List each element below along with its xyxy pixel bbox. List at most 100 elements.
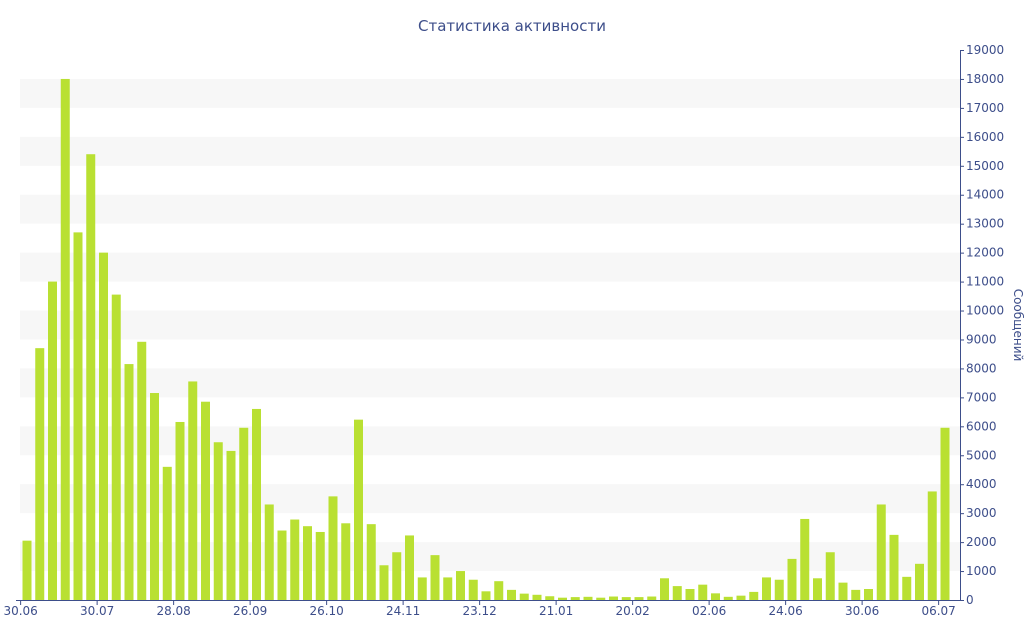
bar[interactable]	[800, 518, 810, 600]
bar[interactable]	[277, 530, 287, 600]
bar[interactable]	[252, 408, 261, 600]
x-axis-ticks: 30.06 30.07 28.08 26.09 26.10 24.11 23.12 21.01…	[3, 600, 956, 618]
y-tick-label: 15000	[966, 159, 1004, 173]
bar[interactable]	[915, 563, 924, 600]
bar[interactable]	[201, 401, 210, 600]
bar[interactable]	[864, 589, 873, 600]
bar[interactable]	[940, 427, 950, 600]
y-tick-label: 12000	[966, 246, 1004, 260]
y-tick-label: 5000	[966, 448, 997, 462]
bar[interactable]	[73, 232, 83, 601]
bar[interactable]	[328, 496, 338, 600]
bar[interactable]	[507, 589, 516, 600]
bar[interactable]	[48, 281, 57, 600]
bar[interactable]	[596, 597, 606, 600]
x-tick-label: 21.01	[539, 604, 573, 618]
bar[interactable]	[660, 578, 669, 600]
bar[interactable]	[86, 154, 96, 601]
bar[interactable]	[468, 579, 478, 600]
bar[interactable]	[99, 252, 108, 600]
bar[interactable]	[456, 571, 465, 600]
bar[interactable]	[889, 534, 899, 600]
bar[interactable]	[570, 597, 580, 600]
bar[interactable]	[124, 364, 134, 600]
bar[interactable]	[927, 491, 937, 600]
bar[interactable]	[902, 576, 912, 600]
bar[interactable]	[175, 421, 185, 600]
bar[interactable]	[583, 596, 593, 600]
bar[interactable]	[188, 381, 198, 600]
bar[interactable]	[532, 594, 542, 600]
bar[interactable]	[519, 593, 529, 600]
bar[interactable]	[417, 577, 427, 600]
bar[interactable]	[264, 504, 274, 600]
bar[interactable]	[647, 596, 657, 600]
bar[interactable]	[609, 596, 618, 600]
bar[interactable]	[354, 419, 363, 600]
y-tick-label: 7000	[966, 390, 997, 404]
bar[interactable]	[723, 596, 733, 600]
bar[interactable]	[749, 591, 759, 600]
y-tick-label: 14000	[966, 188, 1004, 202]
bar[interactable]	[851, 589, 861, 600]
grid-band	[20, 368, 960, 398]
bar[interactable]	[405, 535, 414, 600]
bar[interactable]	[137, 341, 147, 600]
bar[interactable]	[290, 519, 300, 600]
bar[interactable]	[366, 524, 376, 600]
x-tick-label: 26.10	[309, 604, 343, 618]
grid-band	[20, 426, 960, 456]
x-tick-label: 24.11	[386, 604, 420, 618]
bar[interactable]	[226, 450, 236, 600]
bar[interactable]	[736, 595, 746, 600]
bar[interactable]	[787, 558, 797, 600]
bar[interactable]	[494, 581, 504, 600]
bar[interactable]	[813, 578, 822, 600]
grid-band	[20, 252, 960, 282]
bar[interactable]	[150, 393, 159, 600]
grid-band	[20, 194, 960, 224]
bar[interactable]	[379, 565, 389, 600]
bar[interactable]	[443, 577, 453, 600]
x-tick-label: 20.02	[615, 604, 649, 618]
bar[interactable]	[711, 593, 720, 600]
bar[interactable]	[621, 597, 631, 600]
bar[interactable]	[876, 504, 886, 600]
x-tick-label: 28.08	[156, 604, 190, 618]
bar[interactable]	[825, 552, 835, 600]
bar[interactable]	[341, 523, 351, 600]
bar[interactable]	[35, 348, 45, 600]
bar[interactable]	[162, 466, 172, 600]
grid-band	[20, 78, 960, 108]
bar[interactable]	[303, 526, 312, 600]
bar[interactable]	[685, 589, 695, 600]
y-tick-label: 0	[966, 593, 974, 607]
bar[interactable]	[558, 597, 567, 600]
y-tick-label: 1000	[966, 564, 997, 578]
x-tick-label: 30.06	[3, 604, 37, 618]
x-tick-label: 30.06	[845, 604, 879, 618]
bar[interactable]	[60, 78, 70, 600]
bar[interactable]	[634, 597, 644, 600]
bar[interactable]	[698, 584, 708, 600]
bar[interactable]	[22, 540, 32, 600]
bar[interactable]	[430, 555, 440, 600]
x-tick-label: 30.07	[80, 604, 114, 618]
bar[interactable]	[672, 586, 682, 600]
bar[interactable]	[213, 442, 223, 600]
y-tick-label: 19000	[966, 43, 1004, 57]
bar[interactable]	[239, 427, 249, 600]
x-tick-label: 24.06	[768, 604, 802, 618]
y-tick-label: 3000	[966, 506, 997, 520]
bar[interactable]	[111, 294, 121, 600]
grid-band	[20, 484, 960, 514]
x-tick-label: 26.09	[233, 604, 267, 618]
bar[interactable]	[774, 579, 784, 600]
bar[interactable]	[481, 591, 491, 600]
bar[interactable]	[838, 582, 848, 600]
bar[interactable]	[392, 552, 402, 600]
bar[interactable]	[762, 577, 771, 600]
bar[interactable]	[315, 531, 325, 600]
bar[interactable]	[545, 596, 555, 600]
